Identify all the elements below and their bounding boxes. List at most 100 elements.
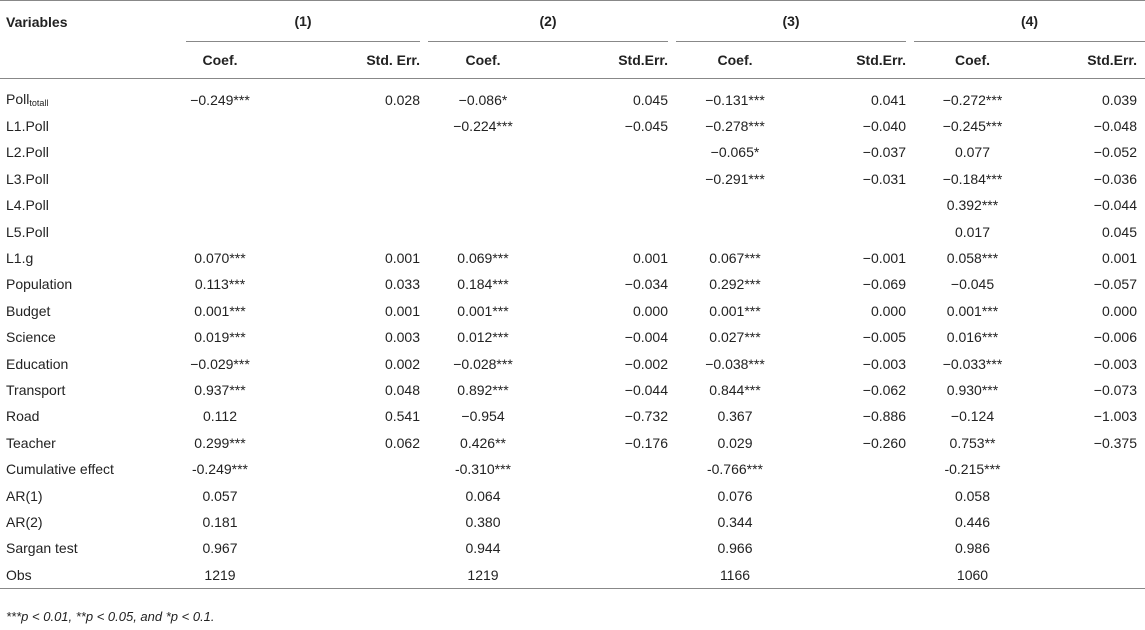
row-label: AR(2): [0, 509, 160, 535]
stderr-cell: 0.541: [384, 408, 420, 425]
row-label-text: Population: [6, 276, 73, 293]
coef-header-2: Coef.: [428, 42, 538, 79]
table-row: L4.Poll 0.392*** −0.044: [0, 192, 1145, 218]
row-label-text: L5.Poll: [6, 223, 49, 240]
stderr-cell: −0.044: [624, 381, 668, 398]
stderr-cell: [280, 139, 428, 165]
row-label-text: L2.Poll: [6, 144, 49, 161]
row-label-text: Obs: [6, 566, 32, 583]
coef-cell: [160, 218, 280, 244]
coef-cell: -0.766***: [706, 461, 764, 478]
row-label-text: L3.Poll: [6, 170, 49, 187]
coef-cell: 0.181: [202, 513, 238, 530]
coef-cell: 0.070***: [194, 250, 246, 267]
coef-cell: 0.753**: [949, 434, 996, 451]
stderr-cell: [794, 218, 914, 244]
coef-cell: 0.001***: [709, 302, 761, 319]
stderr-cell: −0.037: [862, 144, 906, 161]
coef-cell: 0.367: [717, 408, 753, 425]
stderr-cell: 0.000: [632, 302, 668, 319]
row-label: Education: [0, 350, 160, 376]
stderr-cell: −1.003: [1093, 408, 1137, 425]
coef-cell: [676, 218, 794, 244]
row-label-text: AR(1): [6, 487, 43, 504]
row-label-text: L4.Poll: [6, 197, 49, 214]
regression-table: Variables (1) (2) (3) (4) Coef. Std. Err…: [0, 0, 1145, 595]
table-row: Polltotall −0.249*** 0.028 −0.086* 0.045 −0.1…: [0, 87, 1145, 113]
table-row: Science 0.019*** 0.003 0.012*** −0.004 0.027*…: [0, 324, 1145, 350]
coef-cell: −0.065*: [710, 144, 760, 161]
coef-cell: 0.446: [954, 513, 991, 530]
coef-cell: −0.086*: [458, 91, 508, 108]
stderr-cell: [280, 218, 428, 244]
stderr-cell: [280, 562, 428, 589]
row-label: Polltotall: [0, 87, 160, 113]
stderr-cell: [538, 482, 676, 508]
row-label: L2.Poll: [0, 139, 160, 165]
stderr-cell: −0.176: [624, 434, 668, 451]
stderr-cell: −0.004: [624, 329, 668, 346]
stderr-cell: −0.052: [1093, 144, 1137, 161]
table-body: Polltotall −0.249*** 0.028 −0.086* 0.045 −0.1…: [0, 87, 1145, 589]
table-row: Population 0.113*** 0.033 0.184*** −0.034 0.2…: [0, 271, 1145, 297]
stderr-cell: [538, 535, 676, 561]
row-label: Population: [0, 271, 160, 297]
stderr-cell: −0.034: [624, 276, 668, 293]
coef-cell: −0.291***: [705, 170, 765, 187]
stderr-cell: [794, 192, 914, 218]
table-row: Transport 0.937*** 0.048 0.892*** −0.044 0.84…: [0, 377, 1145, 403]
coef-cell: 0.112: [203, 408, 237, 425]
coef-cell: 0.937***: [194, 381, 246, 398]
coef-cell: −0.029***: [190, 355, 250, 372]
stderr-cell: 0.001: [632, 250, 668, 267]
coef-cell: 0.299***: [194, 434, 246, 451]
row-label-text: Teacher: [6, 434, 56, 451]
row-label: Obs: [0, 562, 160, 589]
stderr-cell: [794, 482, 914, 508]
stderr-cell: 0.003: [384, 329, 420, 346]
row-label-text: Poll: [6, 91, 30, 108]
coef-cell: 0.012***: [457, 329, 509, 346]
row-label-text: L1.Poll: [6, 118, 49, 135]
stderr-cell: [1031, 482, 1145, 508]
stderr-cell: −0.069: [862, 276, 906, 293]
stderr-cell: 0.048: [384, 381, 420, 398]
stderr-cell: [280, 482, 428, 508]
se-header-3: Std.Err.: [794, 42, 914, 79]
coef-cell: -0.310***: [454, 461, 512, 478]
coef-cell: 0.058***: [946, 250, 999, 267]
stderr-cell: −0.062: [862, 381, 906, 398]
stderr-cell: −0.375: [1093, 434, 1137, 451]
coef-cell: 0.344: [717, 513, 753, 530]
row-label-subscript: totall: [29, 98, 49, 109]
coef-cell: 1219: [467, 566, 499, 583]
coef-cell: [160, 192, 280, 218]
coef-cell: 0.001***: [457, 302, 509, 319]
coef-cell: 0.058: [954, 487, 991, 504]
se-header-2: Std.Err.: [538, 42, 676, 79]
coef-cell: 1166: [719, 566, 751, 583]
stderr-cell: −0.031: [862, 170, 906, 187]
row-label: Science: [0, 324, 160, 350]
stderr-cell: −0.003: [862, 355, 906, 372]
stderr-cell: [280, 192, 428, 218]
row-label-text: L1.g: [6, 250, 34, 267]
table-row: Obs 1219 1219 1166 1060: [0, 562, 1145, 589]
coef-cell: -0.249***: [191, 461, 249, 478]
coef-cell: 0.380: [465, 513, 501, 530]
stderr-cell: −0.002: [624, 355, 668, 372]
coef-cell: −0.249***: [190, 91, 250, 108]
coef-cell: 0.844***: [709, 381, 761, 398]
stderr-cell: −0.048: [1093, 118, 1137, 135]
coef-cell: −0.272***: [942, 91, 1003, 108]
stderr-cell: 0.062: [384, 434, 420, 451]
stderr-cell: [538, 218, 676, 244]
stderr-cell: 0.002: [384, 355, 420, 372]
coef-cell: 0.986: [954, 540, 991, 557]
coef-cell: −0.278***: [705, 118, 765, 135]
row-label: Sargan test: [0, 535, 160, 561]
stderr-cell: [280, 166, 428, 192]
row-label: L5.Poll: [0, 218, 160, 244]
stderr-cell: 0.000: [1101, 302, 1137, 319]
se-header-4: Std.Err.: [1031, 42, 1145, 79]
